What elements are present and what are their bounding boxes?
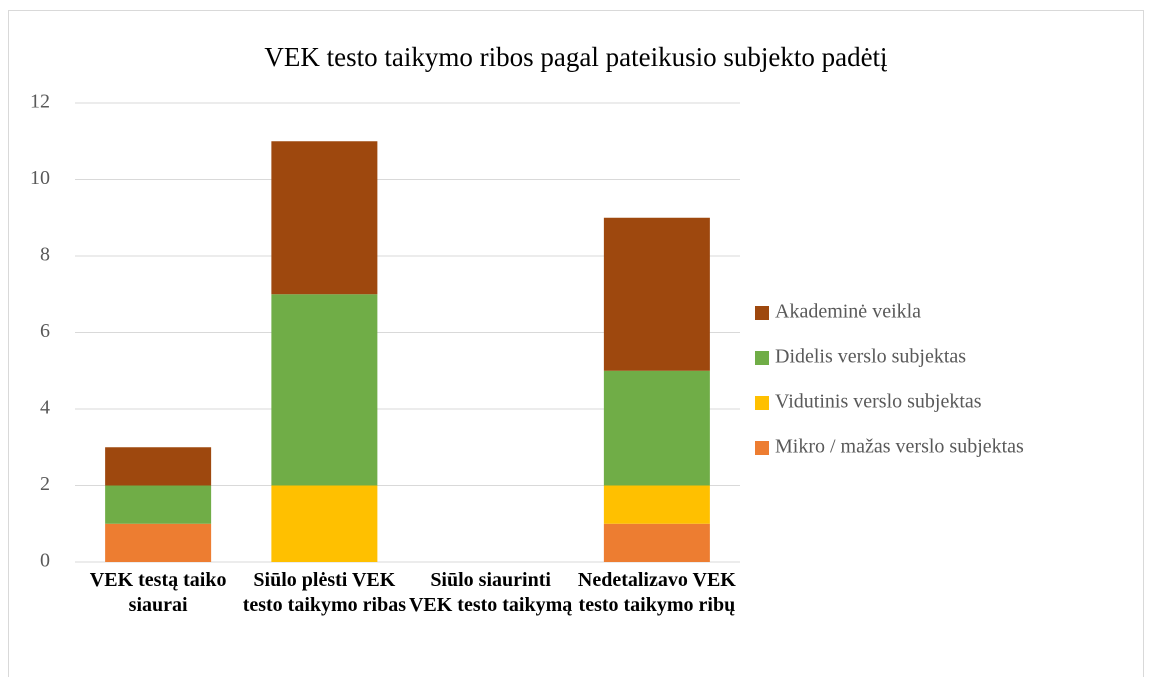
y-tick-label: 0 [40, 550, 50, 572]
bar-segment [603, 370, 710, 486]
y-tick-label: 2 [40, 473, 50, 495]
bar-segment [603, 485, 710, 524]
y-tick-label: 8 [40, 244, 50, 266]
y-tick-label: 12 [30, 91, 50, 113]
legend-swatch [755, 396, 769, 410]
y-tick-label: 6 [40, 320, 50, 342]
chart-title: VEK testo taikymo ribos pagal pateikusio… [264, 42, 888, 72]
bar-segment [271, 141, 378, 295]
legend-swatch [755, 351, 769, 365]
bar-segment [603, 523, 710, 562]
legend-swatch [755, 441, 769, 455]
chart-border [8, 10, 1144, 677]
legend-label: Vidutinis verslo subjektas [775, 391, 982, 413]
legend-label: Akademinė veikla [775, 301, 921, 323]
legend-label: Didelis verslo subjektas [775, 346, 966, 368]
y-tick-label: 4 [40, 397, 50, 419]
bar-segment [271, 485, 378, 562]
x-tick-label: Siūlo plėsti VEK testo taikymo ribas [242, 569, 407, 616]
legend-swatch [755, 306, 769, 320]
x-tick-label: Nedetalizavo VEK testo taikymo ribų [577, 569, 736, 616]
bar-segment [105, 485, 212, 524]
bar-segment [271, 294, 378, 486]
bar-segment [105, 447, 212, 486]
y-tick-label: 10 [30, 167, 50, 189]
legend-label: Mikro / mažas verslo subjektas [775, 436, 1024, 458]
bar-segment [603, 217, 710, 371]
x-tick-label: VEK testą taiko siaurai [89, 569, 227, 616]
bar-segment [105, 523, 212, 562]
x-tick-label: Siūlo siaurinti VEK testo taikymą [408, 569, 573, 616]
